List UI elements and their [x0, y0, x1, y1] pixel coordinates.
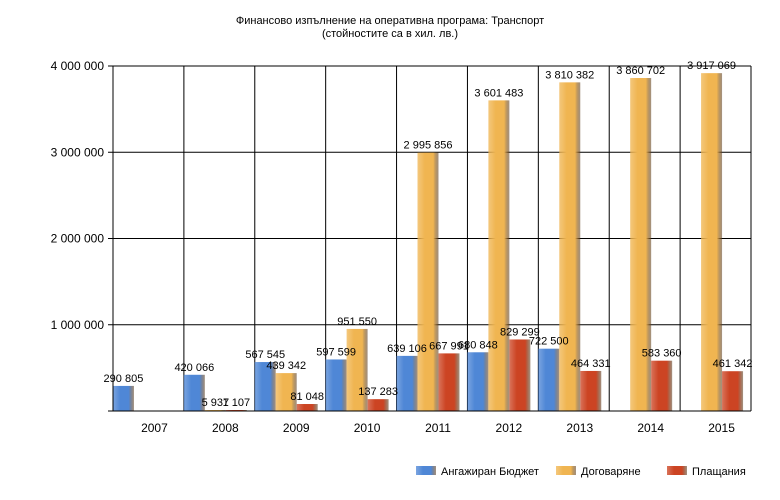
legend-item-1: Договаряне — [556, 466, 641, 478]
data-label-2013-series-2: 464 331 — [571, 358, 611, 370]
data-label-2011-series-2: 667 991 — [429, 340, 469, 352]
x-tick-label: 2015 — [708, 421, 735, 435]
legend-swatch — [416, 466, 436, 475]
data-label-2009-series-1: 439 342 — [266, 360, 306, 372]
bar-2012-series-1 — [488, 100, 510, 411]
x-tick-label: 2010 — [354, 421, 381, 435]
data-label-2015-series-1: 3 917 069 — [687, 60, 736, 72]
bar-2011-series-0 — [396, 355, 418, 411]
bar-2013-series-2 — [580, 370, 602, 411]
bar-2015-series-2 — [722, 371, 744, 411]
axes: 1 000 000 2 000 000 3 000 000 4 000 000 2007… — [51, 59, 751, 435]
x-tick-label: 2013 — [566, 421, 593, 435]
legend-label: Договаряне — [581, 466, 641, 478]
data-label-2012-series-0: 680 848 — [458, 339, 498, 351]
data-label-2008-series-2: 1 107 — [223, 397, 251, 409]
legend: Ангажиран Бюджет Договаряне Плащания — [416, 466, 746, 478]
legend-label: Плащания — [692, 466, 746, 478]
data-label-2014-series-1: 3 860 702 — [616, 65, 665, 77]
data-label-2011-series-0: 639 106 — [387, 343, 427, 355]
data-label-2014-series-2: 583 360 — [642, 348, 682, 360]
bar-2014-series-1 — [630, 78, 652, 411]
bars — [112, 73, 744, 411]
data-label-2012-series-1: 3 601 483 — [474, 87, 523, 99]
data-label-2008-series-0: 420 066 — [174, 362, 214, 374]
bar-2014-series-2 — [651, 360, 673, 411]
bar-2015-series-1 — [701, 73, 723, 411]
data-label-2008-series-1: 5 937 — [202, 397, 230, 409]
data-label-2015-series-2: 461 342 — [713, 358, 753, 370]
bar-2012-series-2 — [509, 339, 531, 411]
bar-2008-series-0 — [183, 374, 205, 411]
data-label-2009-series-0: 567 545 — [245, 349, 285, 361]
x-tick-label: 2012 — [496, 421, 523, 435]
bar-2012-series-0 — [467, 352, 489, 411]
legend-label: Ангажиран Бюджет — [441, 466, 539, 478]
bar-2011-series-2 — [438, 353, 460, 411]
bar-2011-series-1 — [417, 152, 439, 411]
data-label-2013-series-1: 3 810 382 — [545, 69, 594, 81]
data-label-2007-series-0: 290 805 — [104, 373, 144, 385]
x-tick-label: 2007 — [141, 421, 168, 435]
y-tick-label: 2 000 000 — [51, 232, 105, 246]
legend-item-0: Ангажиран Бюджет — [416, 466, 539, 478]
x-tick-label: 2008 — [212, 421, 239, 435]
data-label-2011-series-1: 2 995 856 — [404, 140, 453, 152]
bar-2013-series-0 — [538, 348, 560, 411]
bar-2010-series-0 — [325, 359, 347, 411]
x-tick-label: 2014 — [637, 421, 664, 435]
bar-2010-series-1 — [346, 328, 368, 411]
y-tick-label: 4 000 000 — [51, 59, 105, 73]
bar-2013-series-1 — [559, 82, 581, 411]
bar-2009-series-0 — [254, 362, 276, 411]
y-tick-label: 3 000 000 — [51, 145, 105, 159]
bar-2009-series-2 — [296, 404, 318, 411]
data-label-2010-series-1: 951 550 — [337, 316, 377, 328]
y-tick-label: 1 000 000 — [51, 318, 105, 332]
chart-subtitle: (стойностите са в хил. лв.) — [322, 28, 458, 40]
chart-title: Финансово изпълнение на оперативна прогр… — [236, 15, 544, 27]
bar-2009-series-1 — [275, 373, 297, 411]
legend-item-2: Плащания — [667, 466, 746, 478]
x-tick-label: 2009 — [283, 421, 310, 435]
bar-2010-series-2 — [367, 399, 389, 411]
x-tick-label: 2011 — [425, 421, 451, 435]
data-label-2013-series-0: 722 500 — [529, 336, 569, 348]
bar-2007-series-0 — [112, 385, 134, 411]
data-label-2010-series-2: 137 283 — [358, 386, 398, 398]
data-label-2009-series-2: 81 048 — [290, 391, 324, 403]
data-label-2010-series-0: 597 599 — [316, 346, 356, 358]
legend-swatch — [667, 466, 687, 475]
legend-swatch — [556, 466, 576, 475]
data-label-2012-series-2: 829 299 — [500, 326, 540, 338]
